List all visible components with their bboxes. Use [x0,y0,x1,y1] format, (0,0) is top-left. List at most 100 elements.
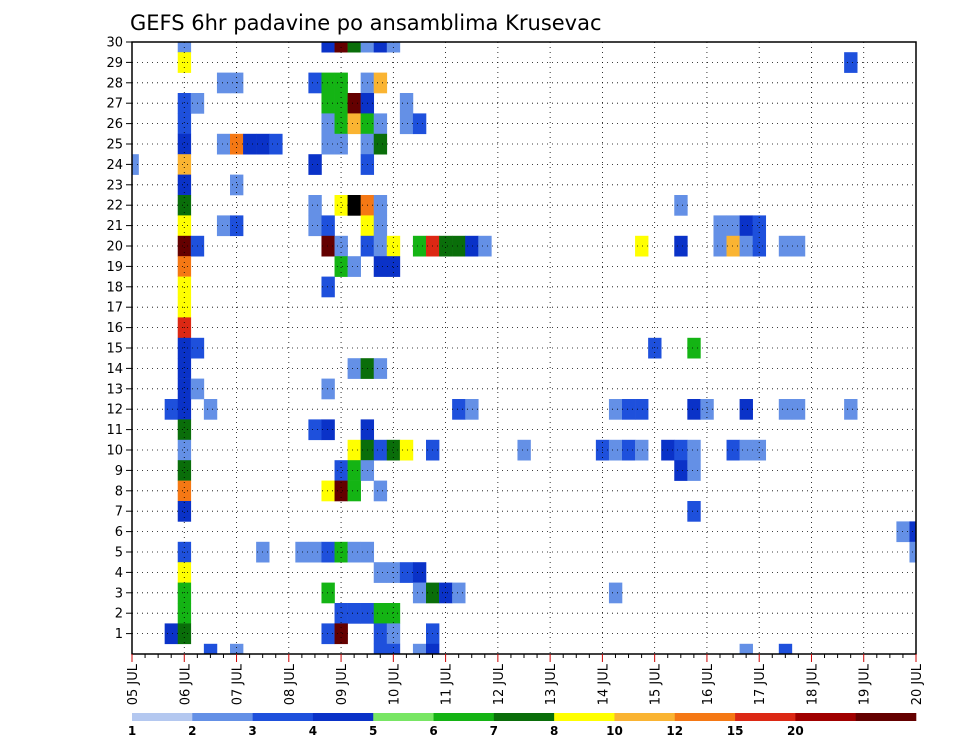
heatmap-cell [412,235,427,257]
heatmap-cell [399,113,414,135]
x-tick-label: 06 JUL [178,663,193,705]
heatmap-cell [177,460,192,481]
colorbar: 1 2 3 4 5 6 7 8 10 12 15 20 [128,713,917,738]
heatmap-cell [321,541,335,563]
heatmap-cell [373,133,388,155]
heatmap-cell [778,643,793,655]
heatmap-cell [386,256,401,277]
heatmap-cell [334,235,348,257]
heatmap-cell [635,399,649,420]
heatmap-cell [177,378,192,400]
heatmap-cell [739,439,753,461]
colorbar-swatch [192,713,253,721]
colorbar-swatch [614,713,676,721]
heatmap-cell [308,195,322,216]
y-tick-label: 30 [106,36,123,51]
y-tick-label: 29 [106,56,123,71]
heatmap-cell [321,480,335,502]
heatmap-cell [177,603,192,624]
heatmap-cell [412,643,427,655]
x-tick-label: 07 JUL [231,663,246,705]
heatmap-cell [216,133,231,155]
x-tick-label: 13 JUL [544,663,559,705]
heatmap-cell [177,174,192,196]
heatmap-cell [896,521,910,543]
colorbar-label: 12 [666,724,683,738]
heatmap-cell [452,235,466,257]
heatmap-cell [778,399,793,420]
heatmap-cell [243,133,257,155]
heatmap-cell [674,235,688,257]
colorbar-label: 3 [248,724,256,738]
heatmap-cell [412,582,427,604]
heatmap-cell [687,337,701,359]
heatmap-cell [726,439,740,461]
heatmap-cell [687,439,701,461]
heatmap-cell [373,623,388,645]
y-tick-label: 18 [106,280,123,295]
heatmap-cell [334,623,348,645]
heatmap-cell [465,235,479,257]
y-tick-label: 25 [106,138,123,153]
heatmap-cell [791,399,806,420]
y-axis: 1234567891011121314151617181920212223242… [106,36,132,642]
heatmap-cell [687,460,701,481]
heatmap-cell [347,541,361,563]
colorbar-label: 6 [429,724,437,738]
heatmap-cell [230,215,244,237]
heatmap-cell [713,235,727,257]
heatmap-cell [791,235,806,257]
y-tick-label: 1 [115,627,123,642]
heatmap-cell [334,93,348,114]
y-tick-label: 24 [106,158,123,173]
heatmap-cell [203,643,218,655]
heatmap-cell [321,42,335,53]
heatmap-cell [334,603,348,624]
y-tick-label: 26 [106,117,123,132]
heatmap-cell [132,154,139,175]
heatmap-cell [269,133,283,155]
colorbar-swatch [132,713,193,721]
heatmap-cell [373,42,388,53]
heatmap-cell [373,358,388,379]
heatmap-cell [399,562,414,583]
heatmap-cell [373,603,388,624]
heatmap-cell [844,399,858,420]
heatmap-cell [739,215,753,237]
heatmap-cell [216,72,231,94]
y-tick-label: 16 [106,321,123,336]
heatmap-cell [177,256,192,277]
heatmap-cell [465,399,479,420]
heatmap-cell [334,113,348,135]
heatmap-cell [622,439,636,461]
y-tick-label: 3 [115,586,123,601]
heatmap-cell [308,541,322,563]
heatmap-cell [452,582,466,604]
heatmap-cell [452,399,466,420]
colorbar-swatch [433,713,495,721]
heatmap-cell [177,623,192,645]
colorbar-label: 4 [309,724,317,738]
heatmap-cell [308,215,322,237]
heatmap-cell [216,215,231,237]
colorbar-label: 20 [787,724,804,738]
heatmap-cell [321,623,335,645]
heatmap-cell [386,235,401,257]
heatmap-cell [177,235,192,257]
heatmap-cell [321,378,335,400]
y-tick-label: 22 [106,199,123,214]
colorbar-swatch [312,713,374,721]
y-tick-label: 7 [115,505,123,520]
heatmap-cell [687,399,701,420]
colorbar-label: 8 [550,724,558,738]
heatmap-cell [752,215,767,237]
heatmap-cell [386,439,401,461]
colorbar-swatch [795,713,856,721]
colorbar-label: 5 [369,724,377,738]
chart-title: GEFS 6hr padavine po ansamblima Krusevac [130,11,602,35]
y-tick-label: 9 [115,464,123,479]
heatmap-cell [177,133,192,155]
heatmap-cell [347,460,361,481]
heatmap-cell [308,154,322,175]
